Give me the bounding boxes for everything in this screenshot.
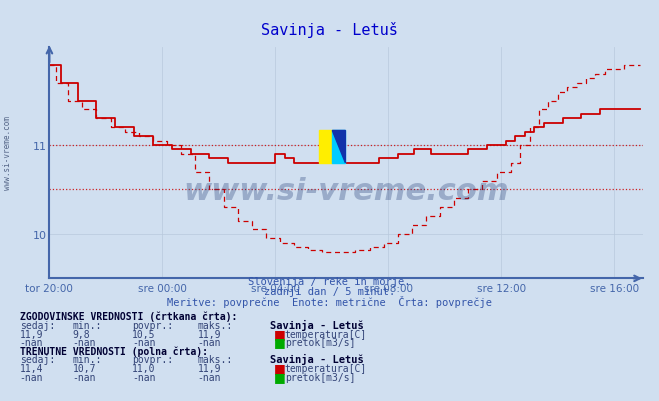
Bar	[320, 131, 332, 164]
Text: temperatura[C]: temperatura[C]	[285, 329, 367, 339]
Text: min.:: min.:	[72, 320, 102, 330]
Text: -nan: -nan	[132, 337, 156, 347]
Text: -nan: -nan	[20, 372, 43, 382]
Text: maks.:: maks.:	[198, 320, 233, 330]
Text: -nan: -nan	[198, 372, 221, 382]
Text: Meritve: povprečne  Enote: metrične  Črta: povprečje: Meritve: povprečne Enote: metrične Črta:…	[167, 296, 492, 308]
Text: ZGODOVINSKE VREDNOSTI (črtkana črta):: ZGODOVINSKE VREDNOSTI (črtkana črta):	[20, 310, 237, 321]
Text: -nan: -nan	[20, 337, 43, 347]
Text: ■: ■	[273, 327, 285, 340]
Text: -nan: -nan	[132, 372, 156, 382]
Text: 10,5: 10,5	[132, 329, 156, 339]
Text: Savinja - Letuš: Savinja - Letuš	[261, 22, 398, 38]
Text: min.:: min.:	[72, 354, 102, 365]
Bar	[332, 131, 345, 164]
Text: Savinja - Letuš: Savinja - Letuš	[270, 319, 364, 330]
Text: -nan: -nan	[198, 337, 221, 347]
Text: TRENUTNE VREDNOSTI (polna črta):: TRENUTNE VREDNOSTI (polna črta):	[20, 345, 208, 356]
Text: zadnji dan / 5 minut.: zadnji dan / 5 minut.	[264, 287, 395, 297]
Text: povpr.:: povpr.:	[132, 320, 173, 330]
Text: 9,8: 9,8	[72, 329, 90, 339]
Text: ■: ■	[273, 370, 285, 383]
Text: 11,4: 11,4	[20, 363, 43, 373]
Text: temperatura[C]: temperatura[C]	[285, 363, 367, 373]
Text: 11,0: 11,0	[132, 363, 156, 373]
Text: -nan: -nan	[72, 372, 96, 382]
Text: www.si-vreme.com: www.si-vreme.com	[3, 115, 13, 189]
Text: 11,9: 11,9	[20, 329, 43, 339]
Text: Savinja - Letuš: Savinja - Letuš	[270, 354, 364, 365]
Text: 11,9: 11,9	[198, 363, 221, 373]
Text: 10,7: 10,7	[72, 363, 96, 373]
Text: sedaj:: sedaj:	[20, 354, 55, 365]
Text: sedaj:: sedaj:	[20, 320, 55, 330]
Text: pretok[m3/s]: pretok[m3/s]	[285, 372, 355, 382]
Text: povpr.:: povpr.:	[132, 354, 173, 365]
Text: pretok[m3/s]: pretok[m3/s]	[285, 337, 355, 347]
Text: -nan: -nan	[72, 337, 96, 347]
Text: 11,9: 11,9	[198, 329, 221, 339]
Text: ■: ■	[273, 335, 285, 348]
Text: Slovenija / reke in morje.: Slovenija / reke in morje.	[248, 276, 411, 286]
Text: ■: ■	[273, 361, 285, 374]
Text: maks.:: maks.:	[198, 354, 233, 365]
Text: www.si-vreme.com: www.si-vreme.com	[183, 176, 509, 206]
Polygon shape	[332, 131, 345, 164]
